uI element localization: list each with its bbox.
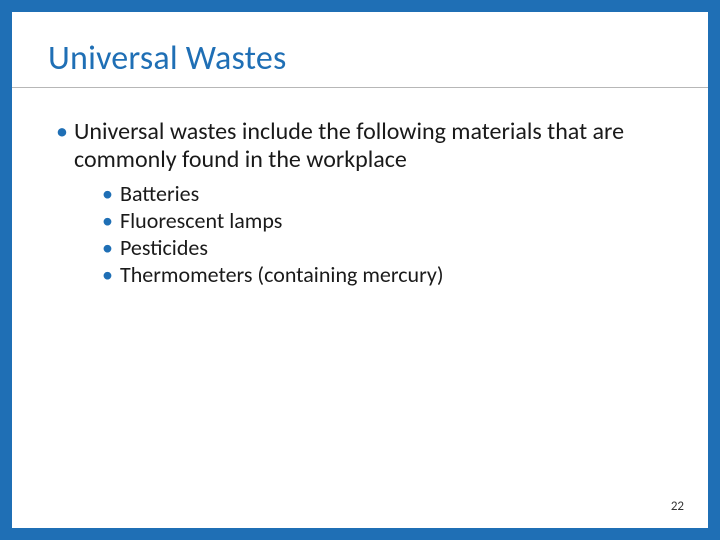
bullet-icon: • [102, 235, 120, 262]
list-item: •Fluorescent lamps [102, 208, 672, 235]
title-underline [12, 87, 708, 88]
page-number: 22 [671, 499, 684, 514]
slide-title: Universal Wastes [48, 38, 672, 79]
bullet-icon: • [56, 118, 74, 146]
list-item: •Pesticides [102, 235, 672, 262]
slide: Universal Wastes •Universal wastes inclu… [0, 0, 720, 540]
bullet-level1: •Universal wastes include the following … [56, 118, 672, 173]
list-item-text: Fluorescent lamps [120, 207, 282, 234]
list-item: •Batteries [102, 181, 672, 208]
list-item: •Thermometers (containing mercury) [102, 262, 672, 289]
bullet-level1-text: Universal wastes include the following m… [74, 117, 624, 174]
list-item-text: Thermometers (containing mercury) [120, 261, 444, 288]
bullet-icon: • [102, 208, 120, 235]
bullet-icon: • [102, 181, 120, 208]
bullet-icon: • [102, 262, 120, 289]
bullet-level2-list: •Batteries •Fluorescent lamps •Pesticide… [102, 181, 672, 288]
list-item-text: Pesticides [120, 234, 208, 261]
list-item-text: Batteries [120, 180, 199, 207]
